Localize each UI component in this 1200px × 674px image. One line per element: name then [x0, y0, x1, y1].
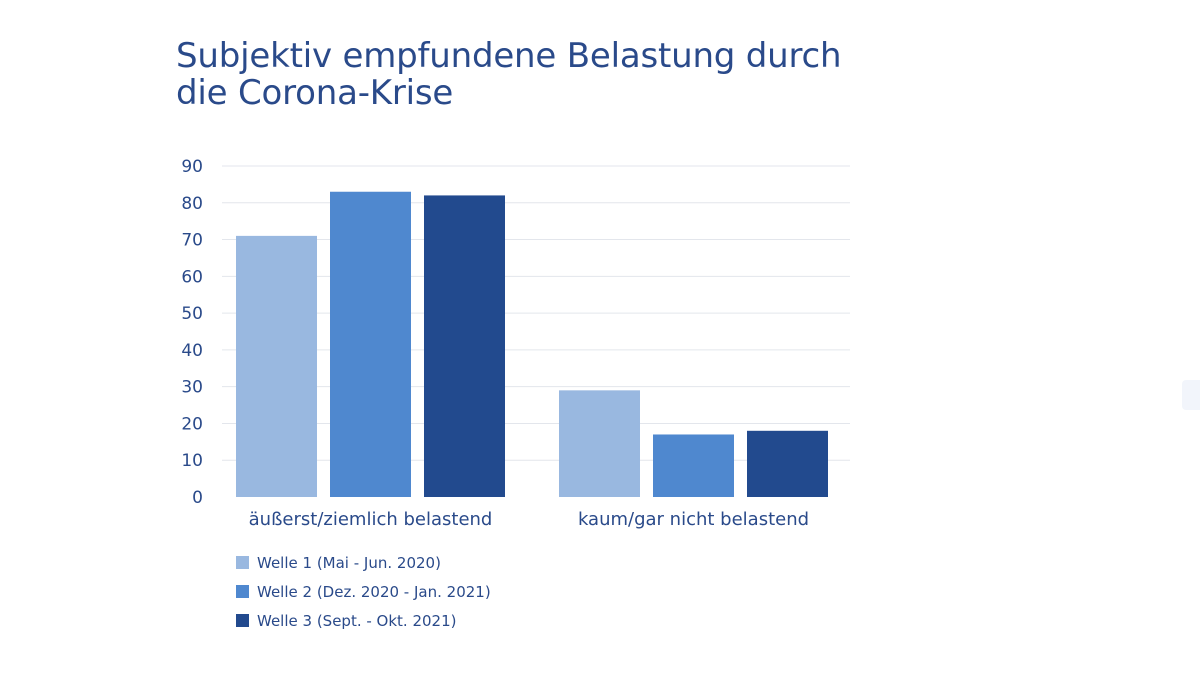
legend-swatch	[236, 556, 249, 569]
x-category-label: äußerst/ziemlich belastend	[249, 509, 493, 530]
legend-item: Welle 2 (Dez. 2020 - Jan. 2021)	[236, 577, 491, 606]
y-tick-label: 0	[192, 488, 203, 508]
chart-title: Subjektiv empfundene Belastung durch die…	[176, 36, 842, 113]
page-edge-decoration	[1182, 380, 1200, 410]
y-tick-label: 90	[181, 157, 203, 177]
y-tick-label: 50	[181, 304, 203, 324]
y-tick-label: 20	[181, 414, 203, 434]
bar-2-2	[653, 434, 734, 497]
y-tick-label: 10	[181, 451, 203, 471]
legend-item: Welle 1 (Mai - Jun. 2020)	[236, 548, 491, 577]
bar-1-2	[559, 390, 640, 497]
y-tick-label: 70	[181, 231, 203, 251]
y-tick-label: 60	[181, 267, 203, 287]
bar-2-1	[330, 191, 411, 497]
y-tick-label: 40	[181, 341, 203, 361]
legend-label: Welle 1 (Mai - Jun. 2020)	[257, 553, 441, 572]
legend-swatch	[236, 585, 249, 598]
y-tick-label: 80	[181, 194, 203, 214]
legend-item: Welle 3 (Sept. - Okt. 2021)	[236, 606, 491, 635]
chart-legend: Welle 1 (Mai - Jun. 2020) Welle 2 (Dez. 2…	[236, 548, 491, 635]
bar-1-1	[236, 235, 317, 497]
y-tick-label: 30	[181, 378, 203, 398]
x-category-label: kaum/gar nicht belastend	[578, 509, 809, 530]
legend-label: Welle 2 (Dez. 2020 - Jan. 2021)	[257, 582, 491, 601]
legend-label: Welle 3 (Sept. - Okt. 2021)	[257, 611, 457, 630]
bar-3-1	[424, 195, 505, 497]
legend-swatch	[236, 614, 249, 627]
bar-3-2	[747, 430, 828, 497]
